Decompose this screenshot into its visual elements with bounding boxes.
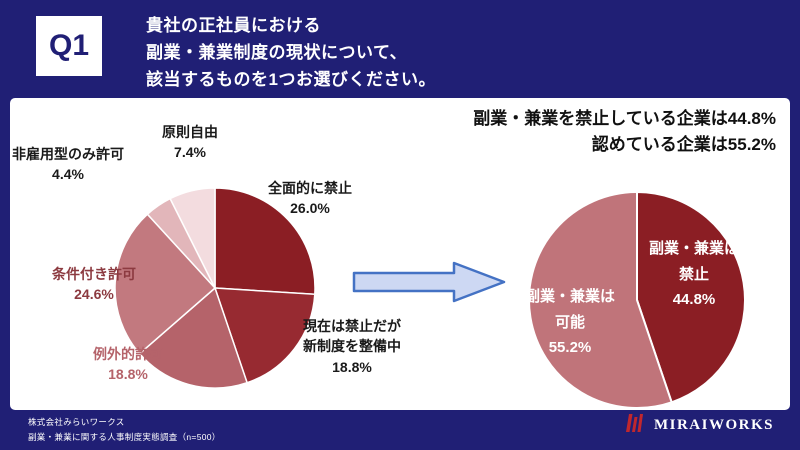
survey-name: 副業・兼業に関する人事制度実態調査（n=500）	[28, 431, 221, 442]
pie-slice	[138, 286, 249, 389]
content-card: 副業・兼業を禁止している企業は44.8% 認めている企業は55.2% 全面的に禁…	[10, 98, 790, 410]
pie-chart-policy-breakdown	[113, 186, 317, 395]
pie-slice	[213, 287, 316, 384]
summary-line: 副業・兼業を禁止している企業は44.8%	[473, 109, 776, 128]
pie-label-reigai: 例外的許可 18.8%	[93, 346, 163, 383]
footer-survey-info: 株式会社みらいワークス 副業・兼業に関する人事制度実態調査（n=500）	[28, 415, 221, 444]
pie-label-genzai: 現在は禁止だが新制度を整備中 18.8%	[303, 318, 401, 375]
question-number-box: Q1	[36, 16, 102, 76]
result-summary: 副業・兼業を禁止している企業は44.8% 認めている企業は55.2%	[473, 106, 776, 157]
pie-slice	[169, 187, 216, 289]
slide-title: 貴社の正社員における 副業・兼業制度の現状について、 該当するものを1つお選びく…	[146, 12, 436, 94]
pie-label-zenmen: 全面的に禁止 26.0%	[268, 180, 352, 217]
question-number: Q1	[48, 29, 90, 62]
logo-bars-icon	[623, 414, 647, 437]
pie-label-kano: 副業・兼業は可能 55.2%	[524, 287, 615, 356]
pie-slice	[636, 190, 746, 404]
pie-label-hikoyo: 非雇用型のみ許可 4.4%	[12, 146, 124, 183]
pie-slice	[114, 213, 217, 355]
pie-label-genso: 原則自由 7.4%	[162, 124, 218, 161]
pie-label-kinshi: 副業・兼業は禁止 44.8%	[648, 239, 739, 308]
miraiworks-logo: MIRAIWORKS	[623, 414, 774, 437]
title-line: 副業・兼業制度の現状について、	[146, 43, 408, 63]
logo-text: MIRAIWORKS	[653, 417, 774, 433]
summary-line: 認めている企業は55.2%	[591, 134, 776, 154]
pie-slice	[214, 187, 316, 296]
title-line: 該当するものを1つお選びください。	[146, 70, 436, 90]
pie-label-joken: 条件付き許可 24.6%	[52, 266, 136, 303]
pie-slice	[528, 190, 673, 409]
arrow-right-icon	[352, 260, 508, 304]
company-name: 株式会社みらいワークス	[28, 417, 125, 428]
title-line: 貴社の正社員における	[146, 16, 321, 35]
pie-chart-ban-vs-allow	[527, 190, 747, 415]
